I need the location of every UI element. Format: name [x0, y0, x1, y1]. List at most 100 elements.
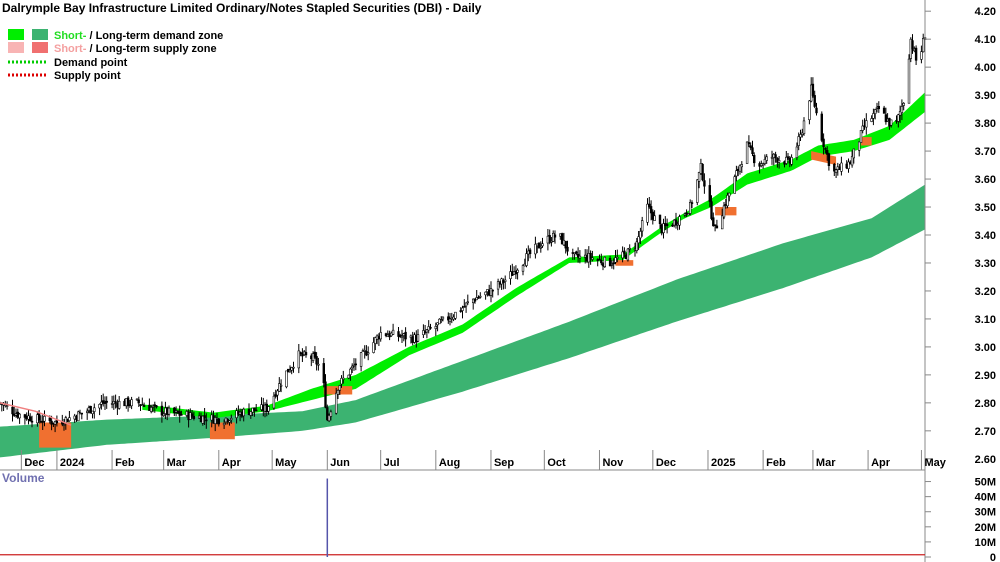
volume-tick-label: 20M [975, 522, 996, 534]
candle-body [315, 356, 318, 365]
candle-body [329, 411, 333, 417]
candle-body [473, 299, 477, 302]
candle-body [203, 415, 206, 419]
candle-body [304, 352, 308, 356]
candle-body [566, 246, 569, 252]
candle-body [635, 241, 639, 251]
legend-supply-sep: / [86, 43, 95, 55]
candle-body [696, 179, 699, 203]
candle-body [255, 409, 258, 412]
candle-body [859, 130, 863, 143]
candle-body [230, 417, 233, 421]
candle-body [865, 120, 868, 128]
candle-body [242, 408, 245, 417]
candle-body [623, 250, 626, 254]
candle-body [722, 205, 726, 218]
y-tick-label: 4.00 [975, 62, 996, 74]
candle-body [902, 103, 905, 106]
x-tick-label: May [275, 457, 297, 469]
volume-bars [0, 478, 925, 557]
candle-body [340, 377, 343, 385]
candle-body [89, 405, 92, 414]
candle-body [786, 156, 790, 158]
candle-body [118, 400, 121, 409]
candle-body [192, 415, 196, 420]
supply-point-line [0, 402, 72, 426]
candle-body [799, 134, 802, 138]
candle-body [850, 156, 854, 166]
legend-demand-point: Demand point [54, 57, 128, 69]
volume-axis-ticks: 0 10M 20M 30M 40M 50M [925, 477, 996, 562]
candle-body [548, 235, 551, 243]
candle-body [404, 331, 407, 340]
candle-body [576, 253, 580, 258]
y-tick-label: 2.80 [975, 398, 996, 410]
candle-body [751, 147, 754, 154]
volume-tick-label: 40M [975, 492, 996, 504]
candle-body [11, 406, 14, 415]
candle-body [278, 383, 281, 392]
candle-body [228, 420, 231, 423]
x-tick-label: 2025 [711, 457, 735, 469]
candle-body [834, 169, 838, 173]
candle-body [222, 422, 226, 426]
candle-body [872, 113, 875, 119]
candle-body [93, 407, 96, 412]
legend-supply-long: Long-term supply zone [96, 43, 217, 55]
candle-body [777, 160, 781, 163]
candle-body [649, 206, 653, 214]
candle-body [126, 397, 130, 407]
candle-body [30, 420, 34, 423]
candle-body [160, 405, 164, 416]
candle-body [68, 417, 71, 422]
candle-body [687, 213, 690, 216]
y-tick-label: 2.90 [975, 370, 996, 382]
candle-body [313, 351, 317, 358]
candle-body [5, 405, 9, 407]
y-tick-label: 4.20 [975, 6, 996, 18]
candle-body [201, 415, 204, 424]
x-tick-label: Jun [330, 457, 350, 469]
candle-body [774, 154, 777, 159]
candle-body [802, 120, 806, 135]
candle-body [600, 259, 603, 264]
x-tick-label: Sep [494, 457, 514, 469]
candle-body [438, 318, 441, 325]
candle-body [491, 289, 494, 292]
candle-body [151, 405, 155, 408]
candle-body [447, 316, 450, 321]
candle-body [448, 318, 452, 322]
candle-body [688, 202, 692, 214]
candle-body [77, 411, 80, 422]
candle-body [516, 269, 519, 273]
candle-body [575, 251, 578, 254]
candle-body [726, 195, 729, 207]
candle-body [528, 249, 532, 254]
candle-body [80, 412, 84, 415]
candle-body [921, 37, 925, 53]
candle-body [359, 352, 363, 367]
candle-body [354, 363, 357, 366]
candle-body [322, 363, 325, 384]
legend-demand-short: Short- [54, 30, 87, 42]
candle-body [697, 172, 701, 182]
candle-body [441, 316, 445, 320]
candle-body [822, 138, 825, 148]
supply-point-path [0, 402, 72, 426]
candle-body [290, 367, 293, 371]
legend-demand-zone: Short- / Long-term demand zone [54, 30, 223, 42]
candle-body [598, 258, 601, 261]
candle-body [279, 384, 283, 387]
candle-body [103, 402, 107, 404]
candle-body [249, 411, 252, 416]
candle-body [873, 109, 877, 114]
y-tick-label: 3.30 [975, 258, 996, 270]
supply-zone-1 [39, 422, 72, 448]
x-tick-label: Mar [816, 457, 836, 469]
x-tick-label: Oct [547, 457, 566, 469]
candle-body [374, 337, 377, 344]
candle-body [484, 291, 487, 296]
candle-body [614, 257, 617, 263]
candle-body [272, 395, 276, 409]
